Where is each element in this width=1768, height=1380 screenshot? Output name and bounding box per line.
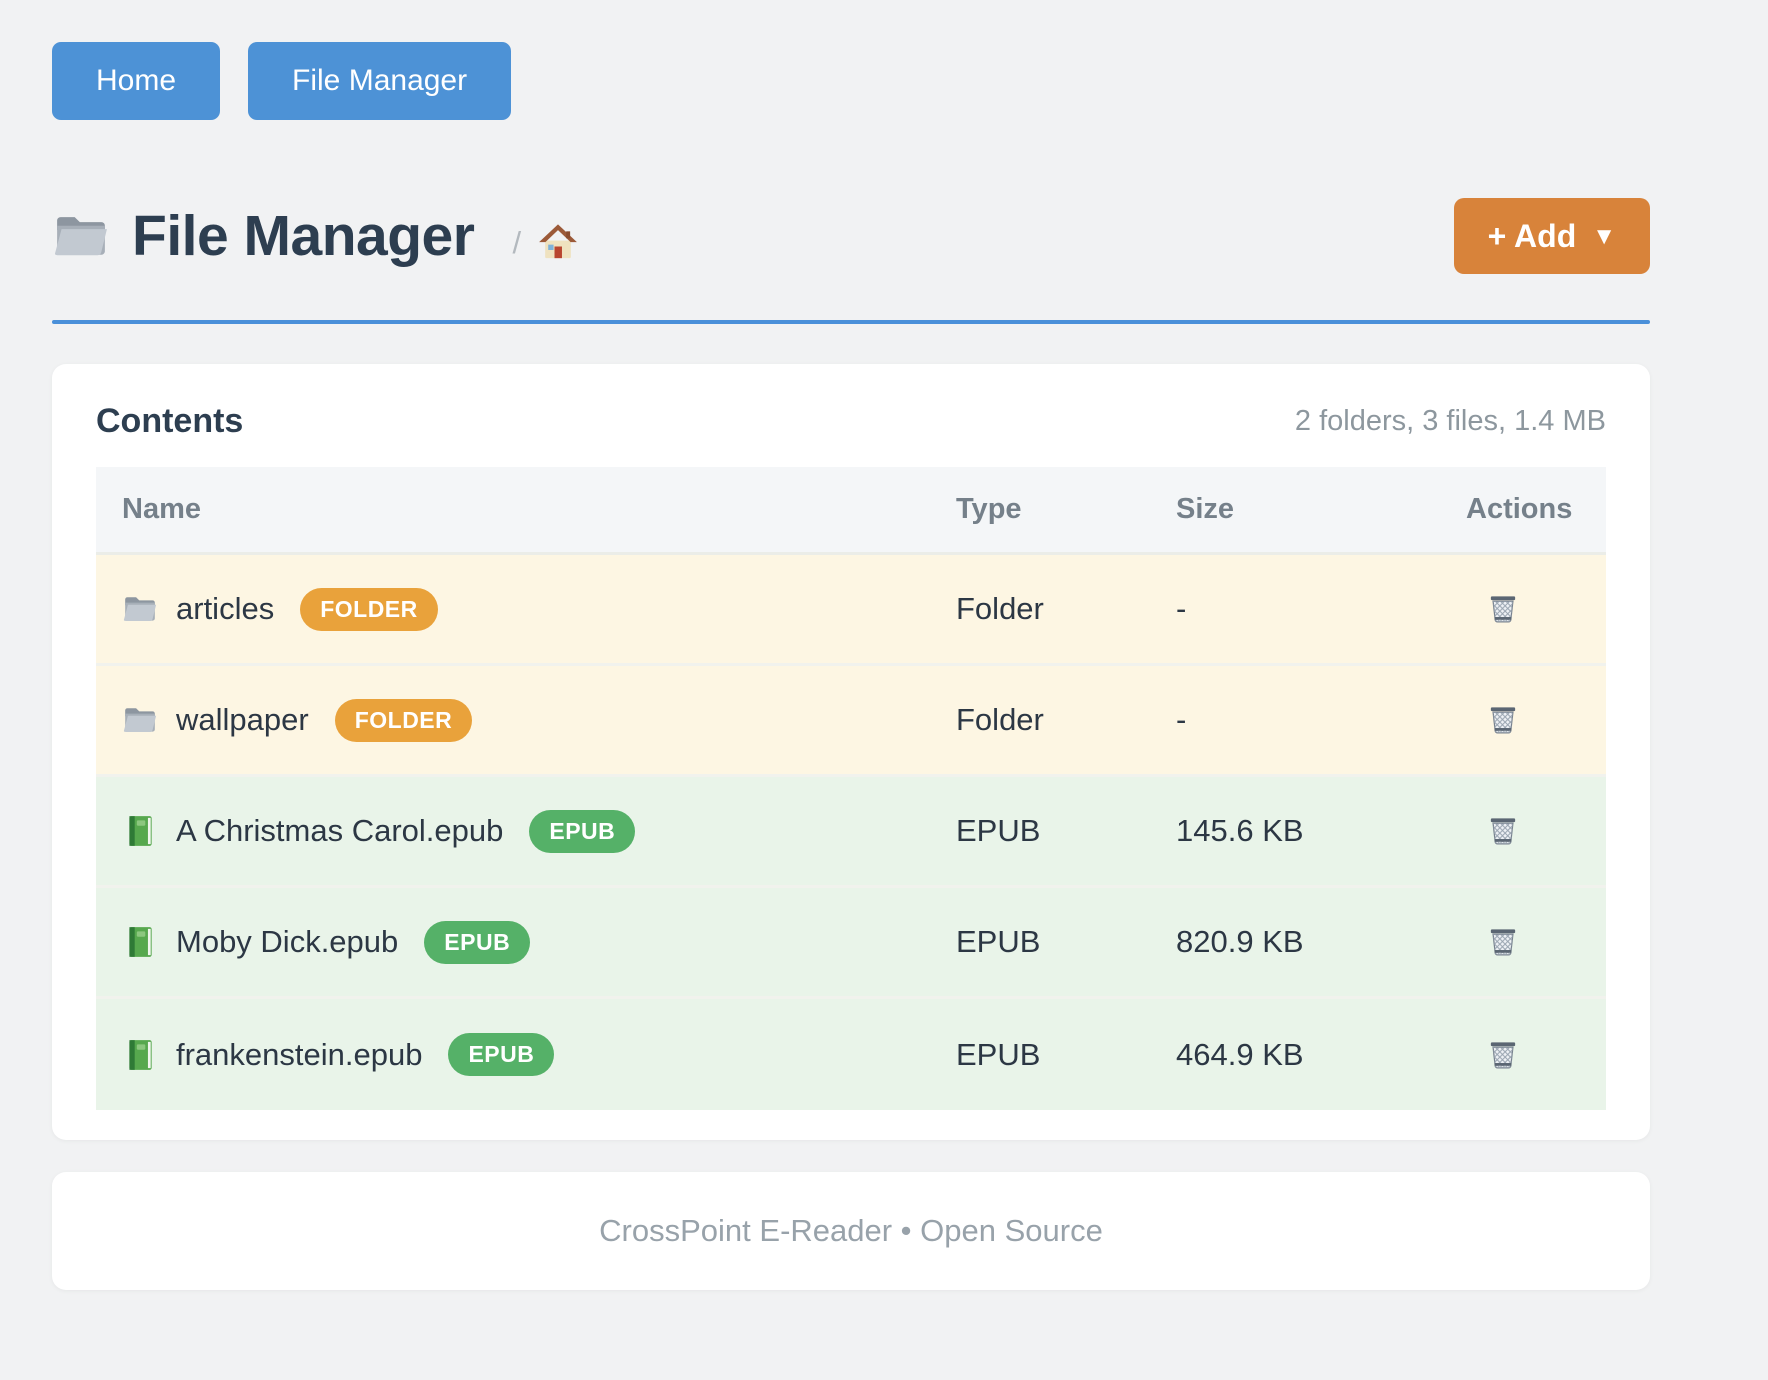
file-name-link[interactable]: articles: [176, 591, 275, 626]
size-cell: 464.9 KB: [1176, 1036, 1304, 1072]
delete-button[interactable]: [1484, 1036, 1522, 1074]
name-cell: frankenstein.epub EPUB: [96, 1033, 956, 1076]
name-cell: A Christmas Carol.epub EPUB: [96, 809, 956, 853]
trash-icon: [1484, 590, 1522, 628]
file-manager-button[interactable]: File Manager: [248, 42, 512, 120]
top-nav: Home File Manager: [52, 42, 1650, 120]
trash-icon: [1484, 923, 1522, 961]
page: Home File Manager File Manager /: [52, 42, 1650, 1290]
actions-cell: [1466, 701, 1606, 739]
chevron-down-icon: ▼: [1592, 223, 1616, 250]
table-body: articles FOLDER Folder -: [96, 555, 1606, 1110]
trash-icon: [1484, 701, 1522, 739]
card-title: Contents: [96, 402, 244, 440]
type-cell: EPUB: [956, 1036, 1041, 1072]
size-cell: -: [1176, 702, 1187, 737]
type-badge: EPUB: [424, 920, 531, 964]
add-button-label: + Add: [1487, 218, 1577, 254]
trash-icon: [1484, 812, 1522, 850]
size-cell: 820.9 KB: [1176, 924, 1304, 959]
breadcrumb-separator: /: [512, 225, 522, 260]
trash-icon: [1484, 1036, 1522, 1074]
book-icon: [122, 813, 158, 849]
summary-stats: 2 folders, 3 files, 1.4 MB: [1294, 405, 1606, 437]
folder-icon: [52, 207, 110, 265]
file-table: Name Type Size Actions articles FOLDER F…: [96, 467, 1606, 1110]
folder-icon: [122, 702, 158, 738]
footer-text: CrossPoint E-Reader • Open Source: [599, 1213, 1103, 1248]
type-badge: EPUB: [448, 1033, 555, 1076]
file-name-link[interactable]: wallpaper: [176, 702, 309, 737]
file-name-link[interactable]: Moby Dick.epub: [176, 924, 399, 959]
book-icon: [122, 1037, 158, 1073]
add-button[interactable]: + Add ▼: [1453, 198, 1650, 274]
page-header: File Manager / + Add ▼: [52, 198, 1650, 274]
card-header: Contents 2 folders, 3 files, 1.4 MB: [96, 402, 1606, 441]
contents-card: Contents 2 folders, 3 files, 1.4 MB Name…: [52, 364, 1650, 1140]
delete-button[interactable]: [1484, 812, 1522, 850]
type-cell: Folder: [956, 702, 1044, 737]
type-badge: EPUB: [529, 809, 636, 853]
page-title: File Manager: [132, 204, 475, 268]
table-row: A Christmas Carol.epub EPUB EPUB 145.6 K…: [96, 777, 1606, 888]
column-header-type: Type: [956, 493, 1022, 525]
header-divider: [52, 320, 1650, 324]
column-header-size: Size: [1176, 493, 1235, 525]
size-cell: -: [1176, 591, 1187, 626]
table-row: Moby Dick.epub EPUB EPUB 820.9 KB: [96, 888, 1606, 999]
type-badge: FOLDER: [300, 587, 438, 631]
size-cell: 145.6 KB: [1176, 813, 1304, 848]
actions-cell: [1466, 590, 1606, 628]
table-row: articles FOLDER Folder -: [96, 555, 1606, 666]
type-cell: EPUB: [956, 924, 1041, 959]
actions-cell: [1466, 1036, 1606, 1074]
actions-cell: [1466, 923, 1606, 961]
delete-button[interactable]: [1484, 590, 1522, 628]
table-header-row: Name Type Size Actions: [96, 467, 1606, 555]
column-header-name: Name: [122, 493, 201, 525]
folder-icon: [122, 591, 158, 627]
type-badge: FOLDER: [334, 698, 473, 742]
breadcrumb: /: [512, 222, 579, 264]
file-name-link[interactable]: A Christmas Carol.epub: [176, 813, 504, 848]
delete-button[interactable]: [1484, 923, 1522, 961]
name-cell: Moby Dick.epub EPUB: [96, 920, 956, 964]
home-button[interactable]: Home: [52, 42, 221, 120]
table-row: wallpaper FOLDER Folder -: [96, 666, 1606, 777]
file-name-link[interactable]: frankenstein.epub: [176, 1036, 423, 1072]
title-group: File Manager /: [52, 203, 579, 269]
table-row: frankenstein.epub EPUB EPUB 464.9 KB: [96, 999, 1606, 1110]
home-icon[interactable]: [537, 222, 579, 264]
type-cell: Folder: [956, 591, 1044, 626]
actions-cell: [1466, 812, 1606, 850]
column-header-actions: Actions: [1466, 493, 1573, 525]
delete-button[interactable]: [1484, 701, 1522, 739]
type-cell: EPUB: [956, 813, 1041, 848]
name-cell: articles FOLDER: [96, 587, 956, 631]
name-cell: wallpaper FOLDER: [96, 698, 956, 742]
book-icon: [122, 924, 158, 960]
footer-card: CrossPoint E-Reader • Open Source: [52, 1172, 1650, 1290]
